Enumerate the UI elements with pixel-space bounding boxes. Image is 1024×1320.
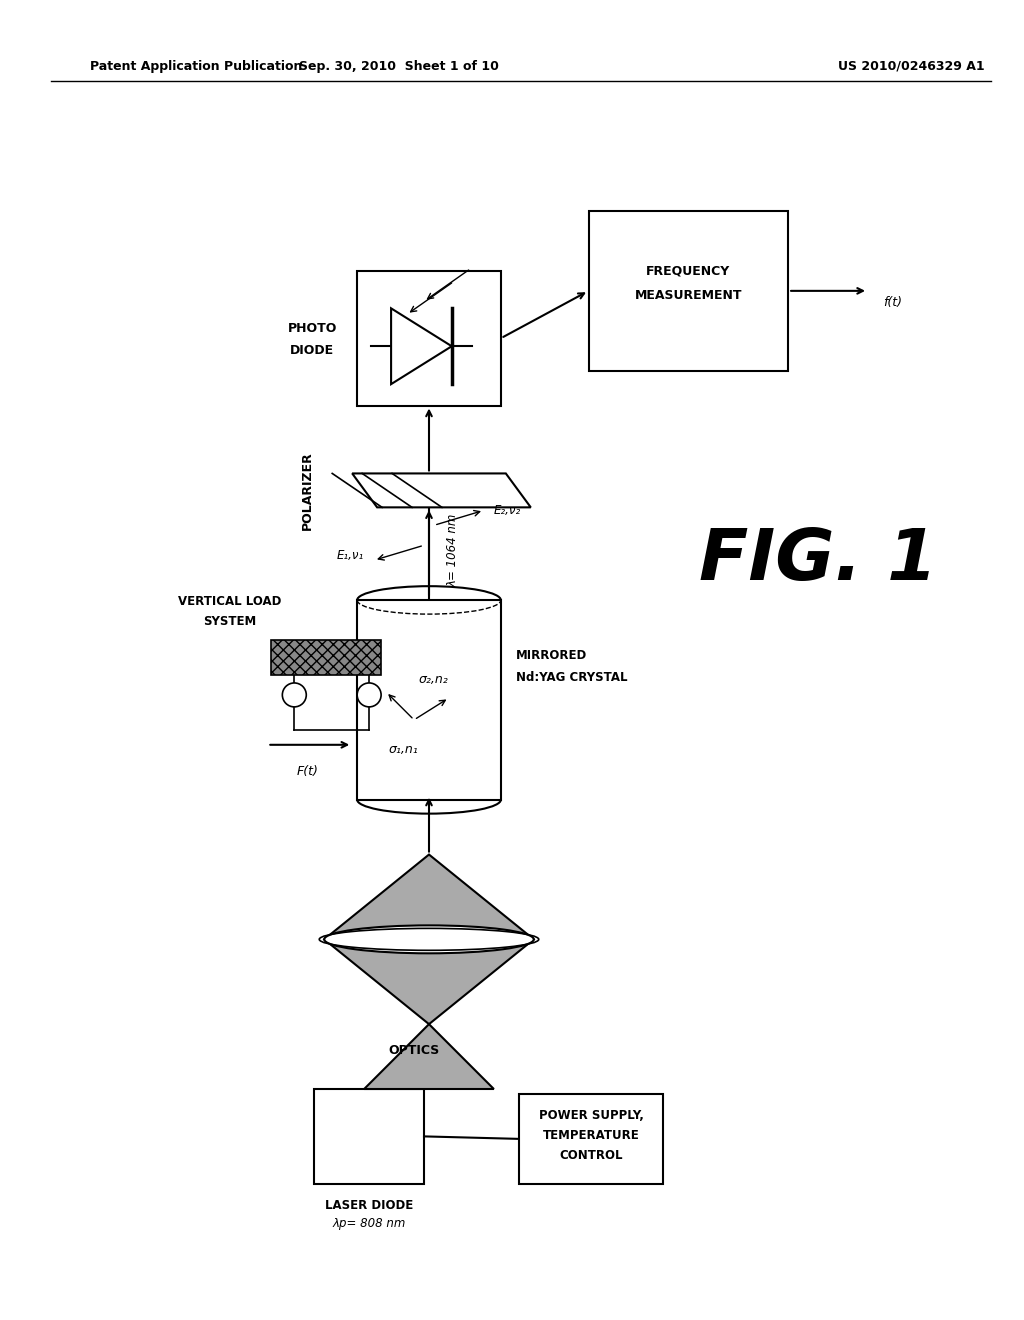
Text: TEMPERATURE: TEMPERATURE	[543, 1130, 640, 1142]
Text: σ₁,n₁: σ₁,n₁	[389, 743, 419, 756]
Text: OPTICS: OPTICS	[388, 1044, 439, 1057]
Text: E₁,ν₁: E₁,ν₁	[337, 549, 365, 562]
Text: CONTROL: CONTROL	[559, 1150, 623, 1163]
Text: λ= 1064 nm: λ= 1064 nm	[446, 513, 460, 587]
Polygon shape	[352, 474, 530, 507]
Polygon shape	[365, 1024, 494, 1089]
Text: Nd:YAG CRYSTAL: Nd:YAG CRYSTAL	[516, 672, 628, 685]
Circle shape	[357, 682, 381, 708]
Ellipse shape	[325, 925, 534, 953]
Text: f(t): f(t)	[883, 296, 902, 309]
Text: MIRRORED: MIRRORED	[516, 648, 587, 661]
Text: F(t): F(t)	[296, 764, 318, 777]
Bar	[357, 601, 501, 800]
Polygon shape	[391, 309, 452, 384]
Bar	[271, 640, 381, 675]
Bar	[357, 271, 501, 405]
Bar	[589, 211, 788, 371]
Text: σ₂,n₂: σ₂,n₂	[419, 673, 449, 686]
Text: FREQUENCY: FREQUENCY	[646, 264, 730, 277]
Text: LASER DIODE: LASER DIODE	[325, 1199, 414, 1212]
Text: Sep. 30, 2010  Sheet 1 of 10: Sep. 30, 2010 Sheet 1 of 10	[299, 59, 499, 73]
Text: VERTICAL LOAD: VERTICAL LOAD	[178, 595, 282, 609]
Text: λp= 808 nm: λp= 808 nm	[333, 1217, 406, 1230]
Text: Patent Application Publication: Patent Application Publication	[90, 59, 302, 73]
Text: POLARIZER: POLARIZER	[301, 451, 313, 529]
Text: FIG. 1: FIG. 1	[699, 525, 937, 595]
Bar	[314, 1089, 424, 1184]
Text: E₂,ν₂: E₂,ν₂	[494, 504, 521, 517]
Text: DIODE: DIODE	[290, 343, 334, 356]
Text: PHOTO: PHOTO	[288, 322, 337, 335]
Text: MEASUREMENT: MEASUREMENT	[635, 289, 742, 302]
Text: US 2010/0246329 A1: US 2010/0246329 A1	[838, 59, 985, 73]
Text: POWER SUPPLY,: POWER SUPPLY,	[539, 1109, 643, 1122]
Circle shape	[283, 682, 306, 708]
Polygon shape	[325, 854, 534, 1024]
Text: SYSTEM: SYSTEM	[203, 615, 256, 628]
Bar	[519, 1094, 664, 1184]
